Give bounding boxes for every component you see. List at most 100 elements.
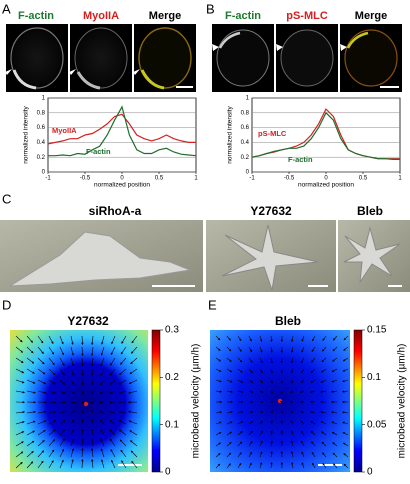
vector-arrow [259, 357, 263, 364]
colorbar-label: microbead velocity (µm/h) [191, 344, 202, 459]
vector-arrow [90, 346, 94, 357]
vector-arrow [310, 368, 316, 373]
x-tick-label: -1 [249, 176, 255, 182]
vector-arrow [215, 432, 222, 436]
vector-arrow [343, 463, 349, 469]
vector-arrow [259, 462, 263, 469]
vector-arrow [310, 390, 316, 393]
vector-arrow [248, 420, 254, 425]
vector-arrow [90, 438, 94, 447]
vector-arrow [59, 335, 64, 345]
series-label: MyoIIA [52, 126, 77, 135]
vector-arrow [118, 410, 127, 414]
vector-arrow [99, 390, 105, 395]
vector-arrow [341, 411, 349, 414]
vector-arrow [290, 410, 294, 414]
vector-arrow [248, 462, 252, 469]
vector-arrow [259, 430, 263, 436]
header: Merge [355, 10, 387, 22]
vector-arrow [248, 379, 254, 383]
vector-arrow [90, 410, 94, 414]
vector-arrow [37, 346, 44, 354]
vector-arrow [48, 379, 56, 385]
vector-arrow [310, 421, 316, 425]
vector-arrow [81, 357, 84, 367]
vector-arrow [301, 357, 305, 364]
vector-arrow [310, 379, 316, 383]
vector-arrow [120, 357, 127, 365]
vector-arrow [110, 346, 116, 356]
vector-arrow [26, 461, 34, 469]
header: F-actin [18, 10, 54, 22]
colorbar-tick-label: 0.15 [367, 325, 387, 336]
vector-arrow [101, 335, 105, 345]
vector-arrow [270, 430, 273, 436]
vector-arrow [59, 390, 66, 394]
vector-arrow [120, 449, 127, 458]
series-line [251, 111, 400, 160]
vector-arrow [270, 368, 273, 374]
vector-arrow [301, 451, 305, 458]
vector-arrow [259, 335, 263, 342]
vector-arrow [81, 390, 84, 395]
vector-arrow [26, 390, 36, 394]
x-axis-label: normalized position [94, 182, 150, 189]
velocity-maps [10, 330, 362, 472]
vector-arrow [291, 335, 294, 342]
y-tick-label: 0.6 [241, 125, 250, 131]
vector-arrow [279, 400, 283, 404]
vector-arrow [259, 410, 264, 414]
y-tick-label: 0.8 [241, 110, 250, 116]
x-tick-label: 0 [120, 176, 124, 182]
vector-arrow [300, 379, 305, 384]
vector-arrow [37, 379, 47, 385]
vector-arrow [70, 448, 74, 458]
vector-arrow [237, 410, 244, 414]
vector-arrow [26, 357, 35, 364]
vector-arrow [312, 335, 316, 342]
vector-arrow [259, 346, 263, 353]
image-title: Y27632 [250, 204, 292, 218]
vector-arrow [226, 335, 231, 341]
panel-label: A [2, 1, 11, 16]
vector-arrow [270, 410, 273, 414]
vector-arrow [130, 357, 138, 365]
vector-arrow [26, 379, 36, 384]
vector-arrow [342, 357, 349, 362]
vector-arrow [332, 335, 338, 341]
vector-arrow [270, 346, 273, 354]
vector-arrow [270, 461, 273, 469]
series-line [47, 113, 196, 145]
vector-arrow [248, 357, 253, 363]
vector-arrow [320, 379, 327, 383]
vector-arrow [300, 420, 305, 425]
vector-arrow [341, 390, 349, 393]
series-label: F-actin [86, 147, 111, 156]
vector-arrow [26, 368, 35, 374]
map-title: Y27632 [67, 314, 109, 328]
vector-arrow [15, 368, 25, 374]
vector-arrow [37, 430, 46, 436]
vector-arrow [15, 346, 24, 353]
x-tick-label: 0.5 [359, 176, 368, 182]
vector-arrow [291, 462, 294, 469]
vector-arrow [70, 438, 75, 447]
vector-arrow [81, 346, 84, 357]
vector-arrow [320, 368, 327, 373]
vector-arrow [128, 379, 138, 384]
vector-arrow [226, 452, 232, 458]
vector-arrow [90, 447, 94, 458]
vector-arrow [226, 411, 233, 414]
vector-arrow [70, 379, 75, 386]
x-axis-label: normalized position [298, 182, 354, 189]
vector-arrow [100, 368, 105, 376]
vector-arrow [321, 357, 327, 363]
y-tick-label: 0.8 [37, 110, 46, 116]
vector-arrow [119, 368, 127, 375]
vector-arrow [215, 442, 221, 447]
vector-arrow [270, 357, 273, 364]
vector-arrow [59, 368, 65, 376]
vector-arrow [342, 432, 349, 436]
vector-arrow [37, 440, 45, 447]
